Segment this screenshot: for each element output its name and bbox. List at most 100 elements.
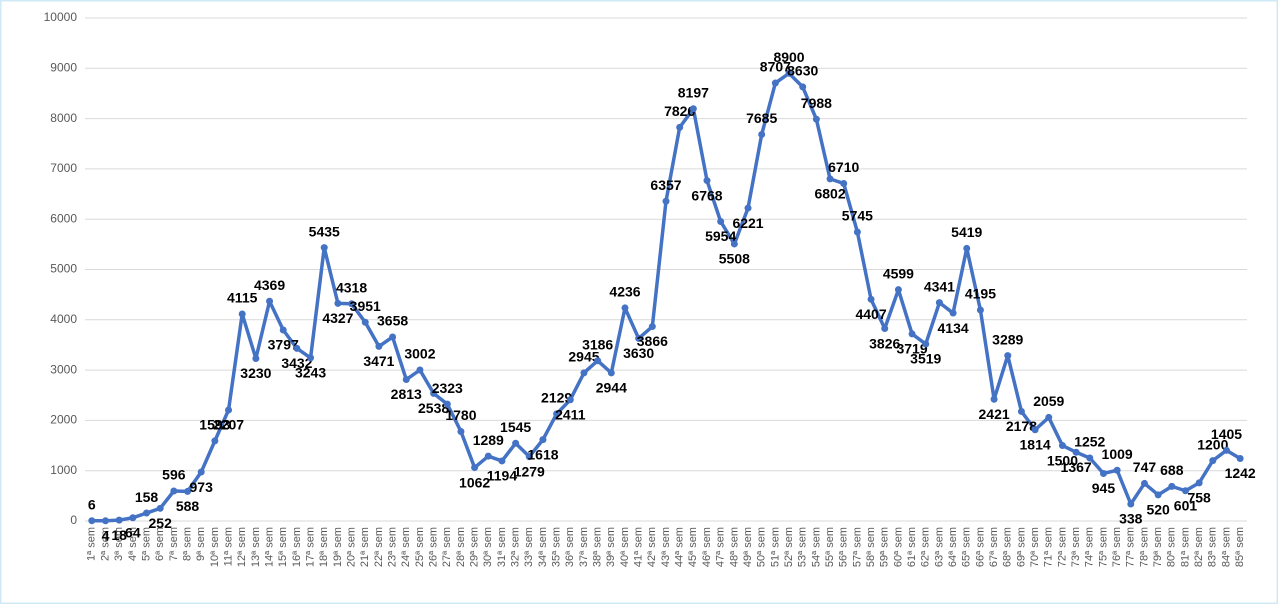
data-label: 6221 xyxy=(732,215,763,231)
x-tick-label: 69ª sem xyxy=(1015,527,1027,567)
marker xyxy=(416,366,424,374)
data-label: 747 xyxy=(1133,459,1157,475)
data-label: 1405 xyxy=(1211,426,1242,442)
data-label: 252 xyxy=(149,515,173,531)
data-label: 3658 xyxy=(377,313,408,329)
data-label: 18 xyxy=(111,527,127,543)
x-tick-label: 5ª sem xyxy=(140,527,152,561)
x-tick-label: 49ª sem xyxy=(742,527,754,567)
marker xyxy=(676,123,684,131)
data-label: 3002 xyxy=(404,346,435,362)
data-label: 6802 xyxy=(814,186,845,202)
x-tick-label: 61ª sem xyxy=(906,527,918,567)
data-label: 1252 xyxy=(1074,434,1105,450)
marker xyxy=(963,244,971,252)
x-tick-label: 34ª sem xyxy=(537,527,549,567)
marker xyxy=(949,309,957,317)
marker xyxy=(881,325,889,333)
data-label: 1289 xyxy=(473,432,504,448)
data-label: 3289 xyxy=(992,331,1023,347)
data-label: 1062 xyxy=(459,474,490,490)
x-tick-label: 42ª sem xyxy=(646,527,658,567)
data-label: 6357 xyxy=(650,177,681,193)
marker xyxy=(170,487,178,495)
marker xyxy=(1127,500,1135,508)
x-tick-label: 53ª sem xyxy=(797,527,809,567)
marker xyxy=(1236,455,1244,463)
data-label: 4599 xyxy=(883,265,914,281)
y-tick-label: 9000 xyxy=(50,60,77,74)
data-label: 2813 xyxy=(391,386,422,402)
x-tick-label: 80ª sem xyxy=(1166,527,1178,567)
data-label: 5954 xyxy=(705,228,736,244)
x-tick-label: 55ª sem xyxy=(824,527,836,567)
marker xyxy=(935,299,943,307)
data-label: 596 xyxy=(162,467,186,483)
marker xyxy=(758,130,766,138)
x-tick-label: 73ª sem xyxy=(1070,527,1082,567)
marker xyxy=(539,436,547,444)
data-label: 2538 xyxy=(418,400,449,416)
x-tick-label: 40ª sem xyxy=(619,527,631,567)
data-label: 3719 xyxy=(896,341,927,357)
data-label: 4195 xyxy=(965,286,996,302)
x-tick-label: 59ª sem xyxy=(879,527,891,567)
x-tick-label: 76ª sem xyxy=(1111,527,1123,567)
data-label: 3230 xyxy=(240,365,271,381)
marker xyxy=(197,468,205,476)
data-label: 8630 xyxy=(787,63,818,79)
x-tick-label: 54ª sem xyxy=(810,527,822,567)
x-tick-label: 64ª sem xyxy=(947,527,959,567)
data-label: 4318 xyxy=(336,280,367,296)
marker xyxy=(115,516,123,524)
x-tick-label: 37ª sem xyxy=(578,527,590,567)
x-tick-label: 38ª sem xyxy=(592,527,604,567)
x-tick-label: 71ª sem xyxy=(1043,527,1055,567)
x-tick-label: 44ª sem xyxy=(674,527,686,567)
marker xyxy=(307,354,315,362)
x-tick-label: 1ª sem xyxy=(86,527,98,561)
marker xyxy=(525,453,533,461)
marker xyxy=(293,344,301,352)
x-tick-label: 48ª sem xyxy=(728,527,740,567)
data-label: 4115 xyxy=(227,290,258,306)
x-tick-label: 82ª sem xyxy=(1193,527,1205,567)
data-label: 2421 xyxy=(979,406,1010,422)
marker xyxy=(389,333,397,341)
x-tick-label: 74ª sem xyxy=(1084,527,1096,567)
data-label: 1200 xyxy=(1197,436,1228,452)
data-label: 3519 xyxy=(910,351,941,367)
data-label: 3186 xyxy=(582,336,613,352)
x-tick-label: 9ª sem xyxy=(195,527,207,561)
marker xyxy=(1140,479,1148,487)
x-tick-label: 65ª sem xyxy=(961,527,973,567)
marker xyxy=(1222,446,1230,454)
x-tick-label: 70ª sem xyxy=(1029,527,1041,567)
marker xyxy=(361,318,369,326)
marker xyxy=(348,300,356,308)
y-tick-label: 3000 xyxy=(50,362,77,376)
x-tick-label: 27ª sem xyxy=(441,527,453,567)
data-label: 520 xyxy=(1146,502,1170,518)
marker xyxy=(1168,482,1176,490)
marker xyxy=(621,304,629,312)
y-tick-label: 6000 xyxy=(50,211,77,225)
x-tick-label: 58ª sem xyxy=(865,527,877,567)
x-tick-label: 8ª sem xyxy=(181,527,193,561)
x-tick-label: 60ª sem xyxy=(892,527,904,567)
x-tick-label: 23ª sem xyxy=(386,527,398,567)
marker xyxy=(443,400,451,408)
data-label: 688 xyxy=(1160,462,1184,478)
x-tick-label: 10ª sem xyxy=(209,527,221,567)
data-label: 6 xyxy=(88,496,96,512)
x-tick-label: 16ª sem xyxy=(291,527,303,567)
data-label: 2411 xyxy=(555,406,586,422)
data-label: 158 xyxy=(135,489,159,505)
marker xyxy=(334,299,342,307)
data-label: 4134 xyxy=(938,320,969,336)
marker xyxy=(375,342,383,350)
marker xyxy=(498,457,506,465)
marker xyxy=(566,396,574,404)
data-label: 2207 xyxy=(213,417,244,433)
